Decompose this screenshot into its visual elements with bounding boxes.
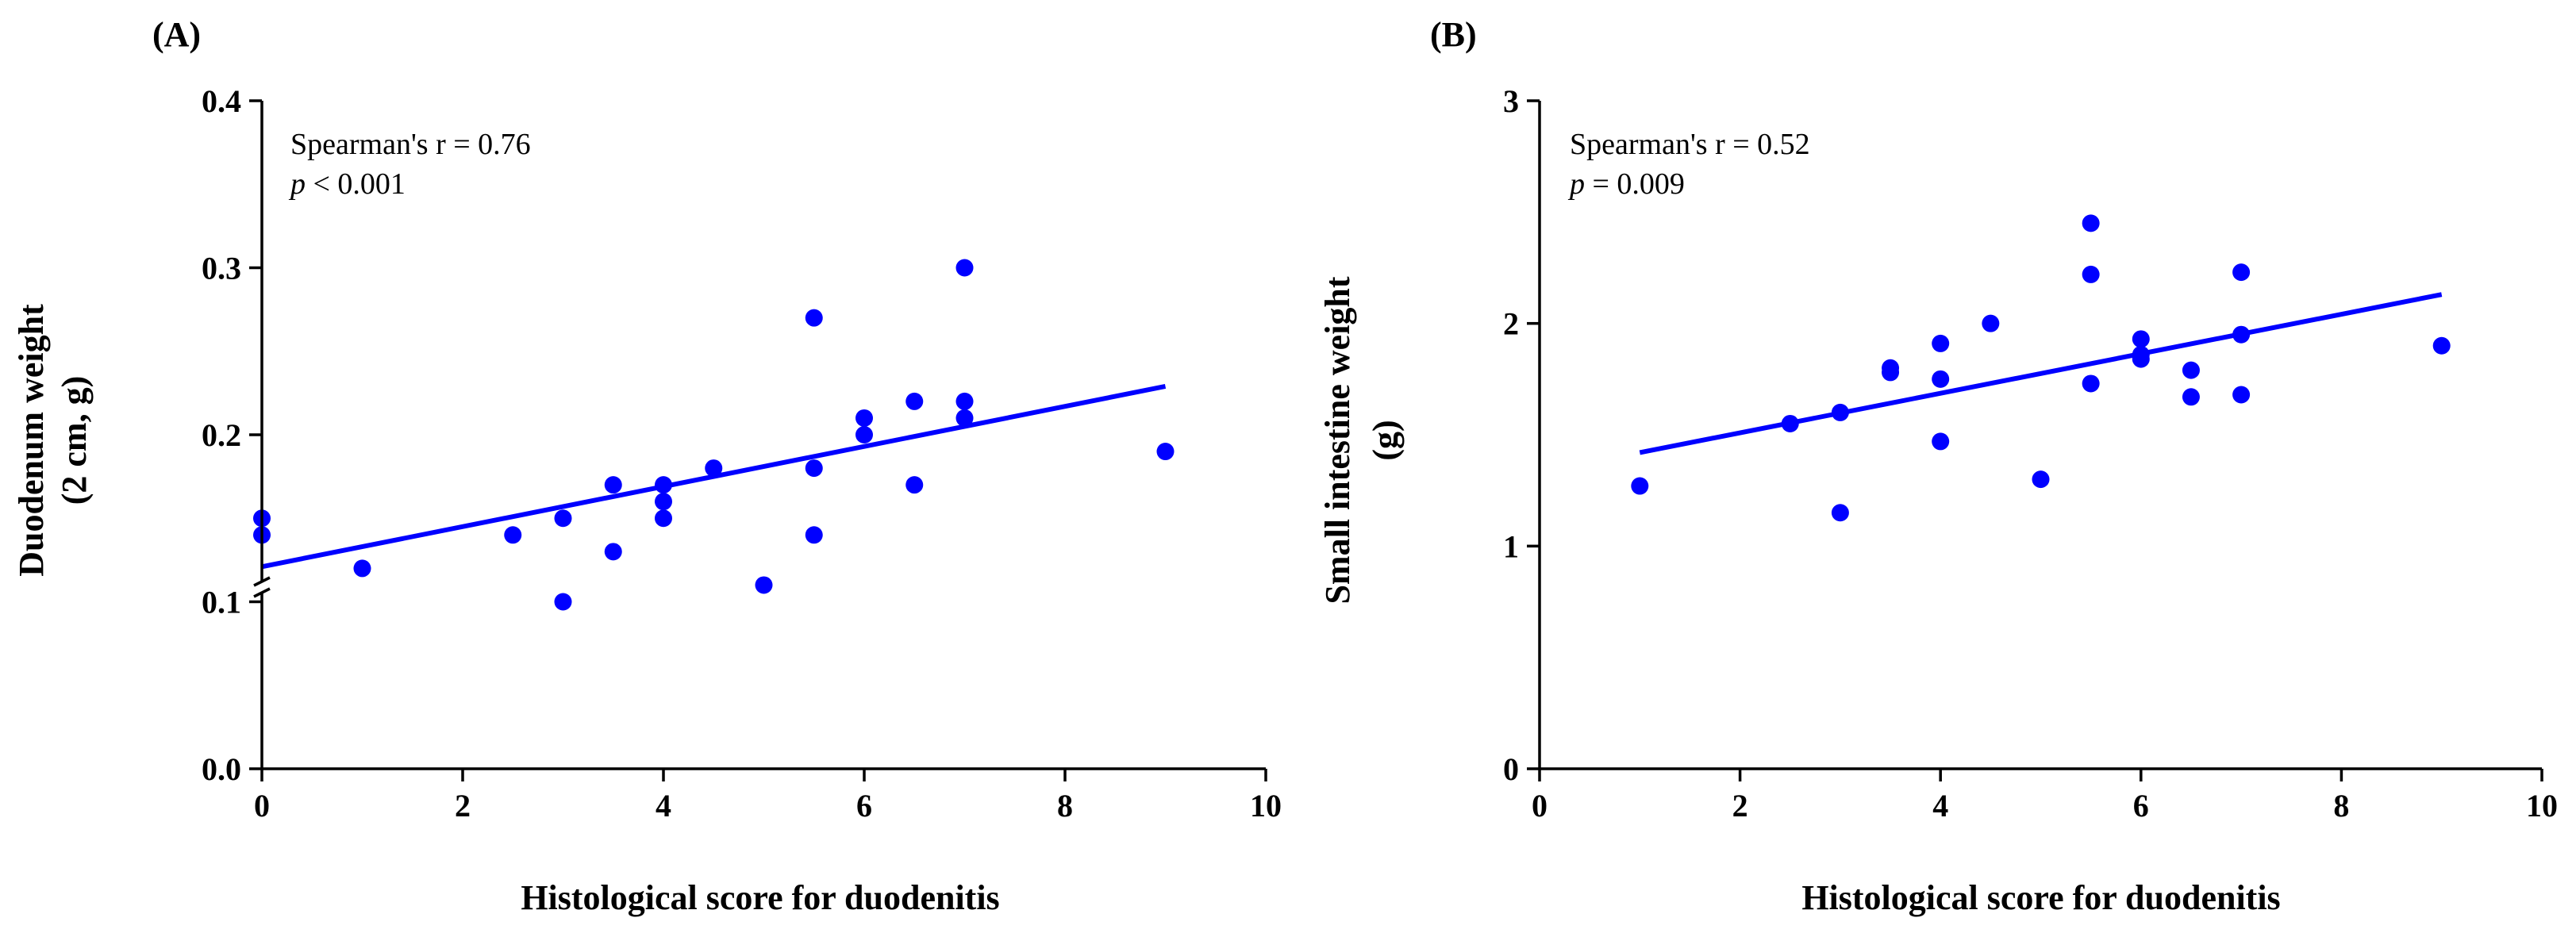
panel-b-y-tick-label: 0 (1503, 751, 1519, 787)
panel-b-data-point (2432, 336, 2451, 355)
panel-a-y-axis-title-line2: (2 cm, g) (55, 376, 94, 505)
panel-b-data-point (1781, 414, 1799, 432)
panel-b-x-tick-label: 8 (2333, 788, 2349, 824)
panel-a-data-point (955, 409, 974, 427)
panel-a-data-point (504, 526, 522, 544)
panel-b-data-point (1932, 370, 1950, 388)
panel-b-spearman-text: Spearman's r = 0.52 (1570, 128, 1810, 161)
panel-b-data-point (2232, 325, 2251, 344)
panel-a-axis-break-mark-lower (253, 587, 271, 598)
panel-b-x-tick-label: 2 (1732, 788, 1748, 824)
panel-a-data-point (1156, 443, 1175, 461)
panel-b-data-point (1882, 363, 1900, 382)
panel-a-data-point (905, 392, 924, 410)
panel-b-data-point (2132, 330, 2150, 348)
panel-a-y-axis-title-line1: Duodenum weight (12, 304, 51, 577)
panel-b-p-symbol: p (1567, 167, 1585, 201)
panel-a-p-value-text: p < 0.001 (288, 167, 406, 201)
panel-a-p-symbol: p (288, 167, 306, 201)
panel-a-data-point (805, 459, 823, 478)
panel-a-data-point (805, 309, 823, 327)
panel-a-y-tick-label: 0.1 (202, 585, 241, 620)
panel-a-data-point (655, 476, 672, 494)
panel-b-data-point (2182, 361, 2200, 379)
panel-b-data-point (2232, 386, 2251, 404)
panel-a-data-point (905, 476, 924, 494)
panel-b-y-tick-label: 2 (1503, 306, 1519, 342)
panel-b-y-axis-title-line2: (g) (1366, 420, 1405, 460)
panel-b-x-tick-label: 10 (2526, 788, 2558, 824)
panel-a: (A) 0 2 4 6 8 10 0.0 0.1 0.2 0.3 0.4 Spearman's r … (12, 15, 1282, 917)
panel-a-x-tick-label: 0 (254, 788, 270, 824)
panel-b-x-axis-title: Histological score for duodenitis (1801, 878, 2280, 917)
panel-b-x-tick-label: 4 (1932, 788, 1948, 824)
panel-b-data-point (1932, 334, 1950, 352)
panel-b-data-point (2232, 263, 2251, 282)
panel-a-data-point (955, 392, 974, 410)
panel-b-y-tick-label: 1 (1503, 528, 1519, 564)
panel-a-data-point (554, 509, 572, 528)
panel-a-x-tick-label: 10 (1250, 788, 1282, 824)
panel-b-data-point (2082, 265, 2100, 283)
panel-a-x-tick-label: 6 (856, 788, 872, 824)
panel-b-data-point (2132, 350, 2150, 368)
panel-a-data-point (353, 559, 371, 578)
panel-b-data-point (2082, 214, 2100, 232)
panel-a-spearman-text: Spearman's r = 0.76 (290, 128, 531, 161)
panel-a-data-point (655, 509, 672, 528)
panel-a-label: (A) (152, 15, 201, 54)
panel-a-data-point (655, 493, 672, 511)
panel-b-data-point (1982, 314, 2000, 332)
panel-a-x-tick-label: 8 (1057, 788, 1073, 824)
panel-a-data-point (955, 259, 974, 277)
panel-a-p-value: < 0.001 (306, 167, 406, 201)
panel-b-data-point (1831, 403, 1849, 421)
panel-b-label: (B) (1430, 15, 1477, 54)
panel-a-y-tick-label: 0.2 (202, 417, 241, 453)
panel-b-x-tick-label: 6 (2133, 788, 2149, 824)
panel-b: (B) 0 2 4 6 8 10 0 1 2 3 Spearman's r = 0.52 p = … (1318, 15, 2558, 917)
panel-b-data-point (1831, 504, 1849, 522)
panel-b-data-point (1631, 477, 1649, 495)
panel-a-y-tick-label: 0.0 (202, 751, 241, 787)
panel-a-x-tick-label: 4 (656, 788, 671, 824)
panel-a-data-point (855, 426, 873, 443)
panel-b-y-axis-title-line1: Small intestine weight (1318, 276, 1357, 604)
panel-a-y-tick-label: 0.4 (202, 83, 241, 119)
panel-a-data-point (604, 476, 622, 494)
panel-b-x-tick-label: 0 (1532, 788, 1548, 824)
panel-b-data-point (1932, 432, 1950, 451)
panel-b-p-value: = 0.009 (1585, 167, 1685, 201)
panel-b-data-point (2182, 388, 2200, 406)
panel-a-y-tick-label: 0.3 (202, 251, 241, 286)
panel-a-axis-break-mark-upper (253, 576, 271, 587)
panel-a-x-tick-label: 2 (455, 788, 471, 824)
panel-a-x-axis-title: Histological score for duodenitis (521, 878, 999, 917)
panel-a-data-point (554, 593, 572, 611)
panel-b-y-tick-label: 3 (1503, 83, 1519, 119)
panel-b-fit-line (1639, 292, 2443, 455)
panel-a-data-point (805, 526, 823, 544)
panel-a-data-point (705, 459, 723, 478)
panel-a-data-point (755, 576, 773, 594)
panel-a-data-point (855, 409, 873, 427)
panel-b-p-value-text: p = 0.009 (1567, 167, 1685, 201)
panel-b-data-point (2032, 470, 2050, 489)
panel-b-data-point (2082, 374, 2100, 393)
panel-a-data-point (604, 543, 622, 561)
